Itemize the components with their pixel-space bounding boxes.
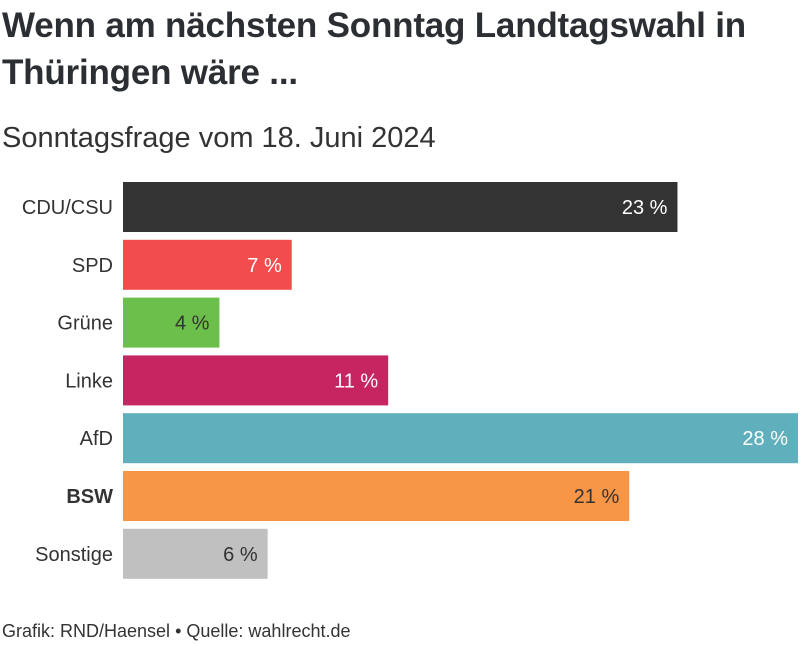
category-label-afd: AfD [80, 428, 113, 450]
value-label-spd: 7 % [247, 255, 282, 277]
category-label-cdu-csu: CDU/CSU [22, 197, 113, 219]
chart-subtitle: Sonntagsfrage vom 18. Juni 2024 [2, 122, 436, 154]
bar-linke [123, 355, 389, 406]
separator-dot: • [175, 621, 182, 641]
credit-text: Grafik: RND/Haensel [2, 621, 171, 641]
bar-group-linke: Linke 11 % [65, 355, 389, 406]
bar-group-spd: SPD 7 % [72, 239, 292, 290]
bar-sonstige [123, 528, 268, 579]
value-label-cdu-csu: 23 % [622, 197, 668, 219]
bar-afd [123, 413, 798, 464]
bar-group-afd: AfD 28 % [80, 413, 798, 464]
bar-cdu-csu [123, 182, 678, 232]
category-label-sonstige: Sonstige [35, 544, 113, 566]
value-label-afd: 28 % [742, 428, 788, 450]
value-label-bsw: 21 % [574, 486, 620, 508]
source-footer: Grafik: RND/Haensel • Quelle: wahlrecht.… [2, 620, 350, 642]
category-label-spd: SPD [72, 255, 113, 277]
category-label-bsw: BSW [66, 486, 113, 508]
bar-group-gruene: Grüne 4 % [57, 297, 220, 348]
category-label-gruene: Grüne [57, 313, 113, 335]
value-label-sonstige: 6 % [223, 544, 258, 566]
bar-group-cdu-csu: CDU/CSU 23 % [22, 182, 678, 232]
chart-title: Wenn am nächsten Sonntag Landtagswahl in… [2, 6, 746, 92]
bar-group-bsw: BSW 21 % [66, 471, 630, 521]
bar-gruene [123, 297, 220, 348]
value-label-gruene: 4 % [175, 313, 210, 335]
bar-bsw [123, 471, 630, 521]
bar-group-sonstige: Sonstige 6 % [35, 528, 268, 579]
category-label-linke: Linke [65, 370, 113, 392]
bar-spd [123, 239, 292, 290]
value-label-linke: 11 % [334, 370, 378, 392]
bar-chart: CDU/CSU 23 % SPD 7 % Grüne 4 % Linke 11 % AfD 28 … [22, 182, 798, 579]
source-text: Quelle: wahlrecht.de [186, 621, 351, 641]
